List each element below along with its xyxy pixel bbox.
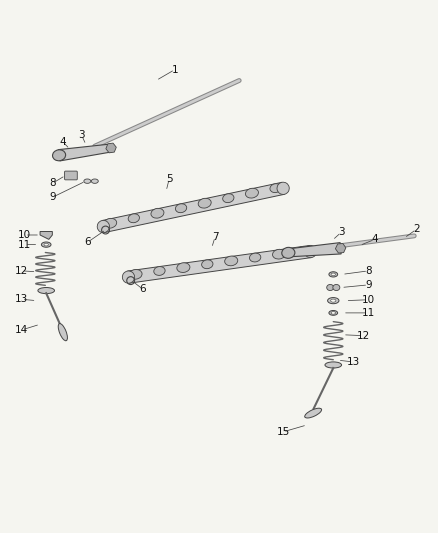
Ellipse shape [326,285,333,290]
Ellipse shape [198,198,211,208]
Ellipse shape [58,324,67,341]
Text: 3: 3 [78,130,85,140]
Polygon shape [287,243,340,257]
Ellipse shape [41,242,51,247]
Ellipse shape [128,214,139,223]
Text: 13: 13 [15,294,28,304]
Text: 4: 4 [371,235,377,244]
Text: 1: 1 [171,64,178,75]
Ellipse shape [281,247,294,259]
Ellipse shape [332,285,339,290]
Ellipse shape [84,179,91,183]
Text: 7: 7 [211,232,218,242]
Text: 9: 9 [364,280,371,290]
Ellipse shape [272,249,285,259]
Text: 6: 6 [139,284,146,294]
Text: 15: 15 [276,427,289,437]
Text: 6: 6 [84,237,91,247]
Ellipse shape [44,243,48,246]
Polygon shape [40,231,52,239]
Text: 4: 4 [60,137,66,147]
Text: 14: 14 [15,325,28,335]
Ellipse shape [97,221,109,233]
Text: 12: 12 [356,330,369,341]
Ellipse shape [304,408,321,418]
Ellipse shape [330,312,335,314]
Ellipse shape [324,362,341,368]
Polygon shape [335,244,345,253]
Text: 8: 8 [49,179,56,188]
Ellipse shape [151,208,163,218]
Ellipse shape [222,193,233,203]
Ellipse shape [38,287,54,294]
Text: 11: 11 [361,308,374,318]
Ellipse shape [175,204,186,213]
Polygon shape [127,246,311,283]
Ellipse shape [327,297,338,304]
Text: 10: 10 [18,230,31,240]
Polygon shape [102,182,284,232]
Ellipse shape [245,188,258,198]
Ellipse shape [328,311,337,316]
Ellipse shape [129,270,142,279]
Text: 9: 9 [49,192,56,203]
Ellipse shape [153,266,165,276]
Text: 10: 10 [361,295,374,305]
Polygon shape [106,143,116,153]
Ellipse shape [330,299,335,302]
FancyBboxPatch shape [64,171,77,180]
Ellipse shape [53,150,65,161]
Ellipse shape [276,182,289,195]
Ellipse shape [297,246,308,255]
Text: 12: 12 [15,266,28,276]
Text: 13: 13 [346,357,359,367]
Ellipse shape [103,219,117,228]
Ellipse shape [304,245,316,257]
Text: 11: 11 [18,240,31,249]
Text: 2: 2 [412,224,419,235]
Ellipse shape [249,253,260,262]
Ellipse shape [201,260,212,269]
Ellipse shape [330,273,335,276]
Text: 5: 5 [166,174,172,184]
Ellipse shape [122,271,134,283]
Text: 3: 3 [337,228,344,237]
Text: 8: 8 [364,266,371,276]
Ellipse shape [269,184,281,192]
Ellipse shape [91,179,98,183]
Polygon shape [58,144,111,161]
Ellipse shape [177,263,190,272]
Ellipse shape [224,256,237,266]
Ellipse shape [328,272,337,277]
